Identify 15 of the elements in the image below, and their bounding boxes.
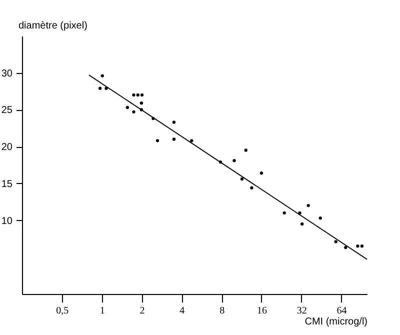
y-tick-label: 20 — [1, 142, 13, 154]
x-tick-label: 1 — [100, 306, 105, 316]
x-tick-label: 8 — [220, 306, 225, 316]
y-tick-label: 10 — [1, 216, 13, 227]
y-tick-label: 30 — [1, 68, 13, 80]
x-axis-title: CMI (microg/l) — [304, 316, 368, 328]
x-tick-label: 0,5 — [56, 306, 69, 316]
x-tick-label: 2 — [140, 306, 145, 316]
x-tick-label: 64 — [336, 306, 347, 316]
y-tick-label: 25 — [1, 105, 13, 116]
x-tick-label: 16 — [256, 306, 267, 316]
x-tick-label: 4 — [180, 306, 185, 316]
y-tick-label: 15 — [1, 178, 13, 190]
y-axis-title: diamètre (pixel) — [18, 20, 88, 32]
x-tick-label: 32 — [296, 306, 307, 316]
